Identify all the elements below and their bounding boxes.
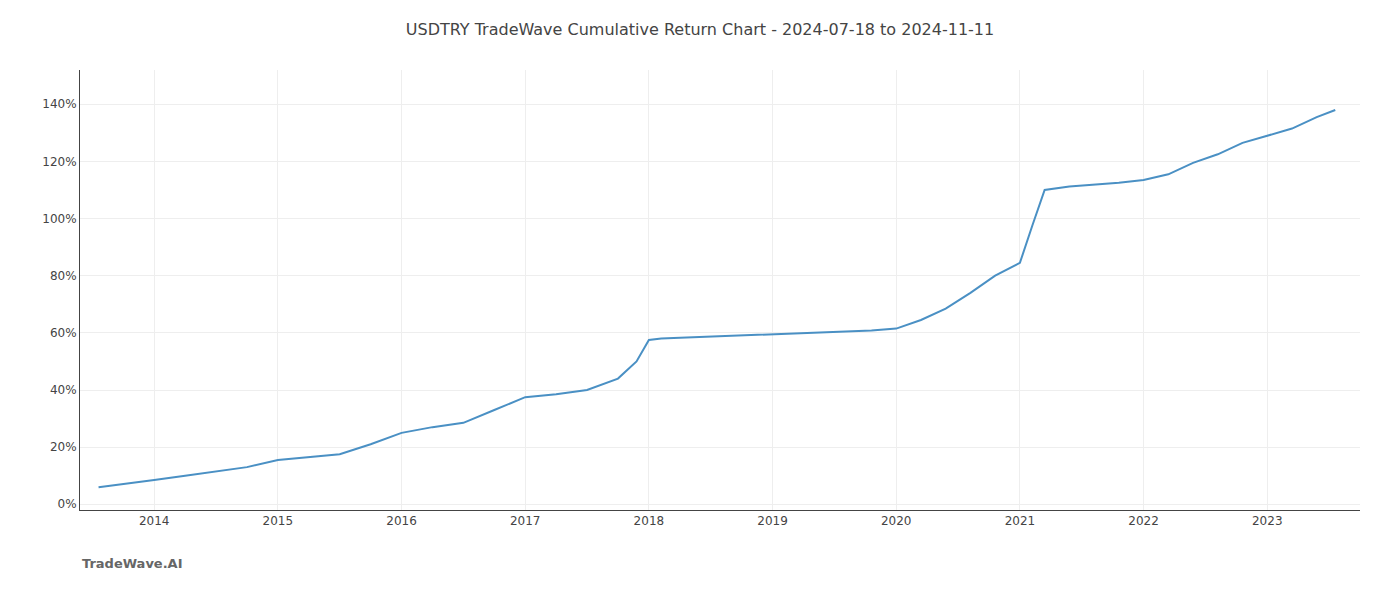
- svg-text:2018: 2018: [634, 514, 665, 528]
- svg-text:0%: 0%: [58, 497, 77, 511]
- svg-text:60%: 60%: [50, 326, 77, 340]
- svg-text:2021: 2021: [1005, 514, 1036, 528]
- svg-text:140%: 140%: [42, 97, 76, 111]
- svg-text:2014: 2014: [139, 514, 170, 528]
- svg-text:2022: 2022: [1128, 514, 1159, 528]
- svg-text:TradeWave.AI: TradeWave.AI: [82, 556, 183, 571]
- svg-text:80%: 80%: [50, 269, 77, 283]
- svg-text:2023: 2023: [1252, 514, 1283, 528]
- svg-text:20%: 20%: [50, 440, 77, 454]
- svg-text:2016: 2016: [386, 514, 417, 528]
- svg-text:2020: 2020: [881, 514, 912, 528]
- svg-text:40%: 40%: [50, 383, 77, 397]
- svg-text:USDTRY TradeWave Cumulative Re: USDTRY TradeWave Cumulative Return Chart…: [406, 20, 994, 39]
- svg-text:2017: 2017: [510, 514, 541, 528]
- svg-text:120%: 120%: [42, 155, 76, 169]
- svg-text:100%: 100%: [42, 212, 76, 226]
- svg-text:2015: 2015: [263, 514, 294, 528]
- svg-text:2019: 2019: [757, 514, 788, 528]
